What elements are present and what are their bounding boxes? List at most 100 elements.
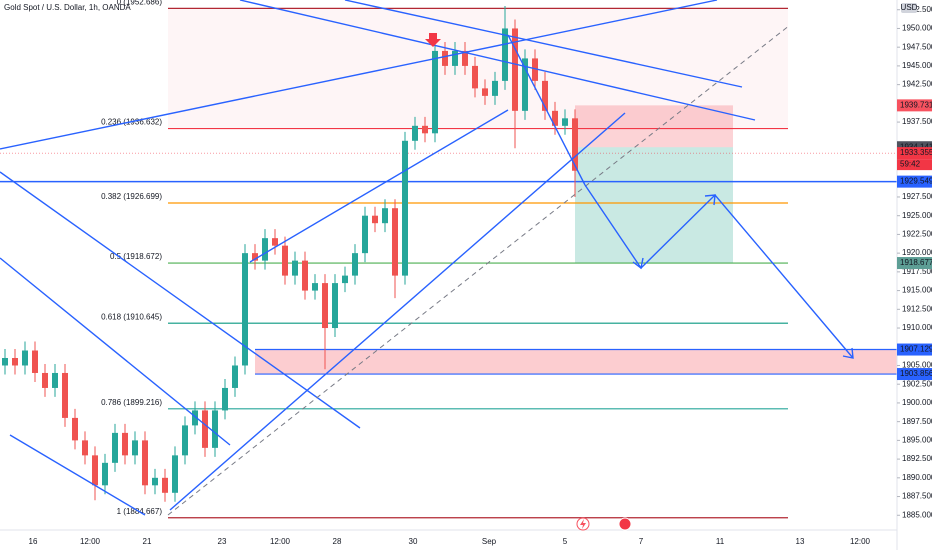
arrow-head [632, 257, 644, 270]
candle-body [322, 283, 328, 329]
candle-body [482, 88, 488, 96]
candle-body [222, 387, 228, 411]
y-tick-label: 1902.500 [902, 379, 932, 388]
x-tick-label: 28 [333, 537, 342, 546]
y-tick-label: 1920.000 [902, 248, 932, 257]
candle-body [52, 372, 58, 388]
x-tick-label: 30 [409, 537, 418, 546]
zones [0, 105, 897, 375]
currency: USD [901, 3, 918, 12]
countdown: 59:42 [900, 160, 921, 169]
candle-body [382, 208, 388, 224]
fib-label: 0.618 (1910.645) [101, 312, 162, 321]
support-zone [255, 349, 897, 375]
candle-body [412, 125, 418, 141]
x-tick-label: 7 [639, 537, 644, 546]
x-tick-label: 21 [143, 537, 152, 546]
candle-body [82, 440, 88, 456]
candle-body [372, 215, 378, 224]
candle-body [352, 253, 358, 276]
candle-body [202, 410, 208, 448]
candle-body [572, 118, 578, 171]
x-tick-label: 12:00 [270, 537, 291, 546]
candle-body [172, 455, 178, 493]
candle-body [12, 357, 18, 366]
candle-body [272, 238, 278, 246]
target-zone [575, 147, 733, 264]
price-marker [897, 99, 932, 112]
candle-body [92, 455, 98, 486]
price-marker [897, 368, 932, 381]
candle-body [512, 28, 518, 111]
countdown-box [897, 159, 932, 171]
fib-label: 0.5 (1918.672) [110, 252, 162, 261]
y-tick-label: 1950.000 [902, 24, 932, 33]
trend-line [344, 0, 743, 88]
candle-body [452, 50, 458, 66]
candle-body [332, 283, 338, 329]
y-tick-label: 1910.000 [902, 323, 932, 332]
y-tick-label: 1937.500 [902, 117, 932, 126]
trend-line [9, 434, 146, 516]
x-tick-label: 23 [218, 537, 227, 546]
y-tick-label: 1945.000 [902, 61, 932, 70]
candle-body [242, 253, 248, 366]
candle-body [72, 417, 78, 441]
y-tick-label: 1912.500 [902, 304, 932, 313]
candle-body [112, 432, 118, 463]
y-tick-label: 1890.000 [902, 473, 932, 482]
arrow-head [704, 194, 716, 206]
chart-title: Gold Spot / U.S. Dollar, 1h, OANDA [4, 3, 131, 12]
y-tick-label: 1900.000 [902, 398, 932, 407]
y-tick-label: 1915.000 [902, 286, 932, 295]
price-marker [897, 147, 932, 160]
trend-line [507, 34, 586, 186]
y-tick-label: 1927.500 [902, 192, 932, 201]
y-tick-label: 1925.000 [902, 211, 932, 220]
candle-body [542, 80, 548, 111]
y-tick-label: 1942.500 [902, 80, 932, 89]
candle-body [502, 28, 508, 81]
candle-body [22, 350, 28, 366]
lightning [580, 519, 586, 529]
candle-body [562, 118, 568, 126]
x-tick-label: 11 [716, 537, 725, 546]
price-marker-label: 1929.549 [900, 177, 932, 186]
x-tick-label: 12:00 [850, 537, 871, 546]
currency-box [901, 3, 917, 13]
y-tick-label: 1887.500 [902, 492, 932, 501]
candle-body [122, 432, 128, 456]
candle-body [2, 357, 8, 366]
fib-label: 0.382 (1926.699) [101, 192, 162, 201]
price-marker-label: 1934.141 [900, 142, 932, 151]
candle-body [282, 245, 288, 276]
trend-line [0, 171, 361, 429]
y-tick-label: 1905.000 [902, 361, 932, 370]
price-marker-label: 1903.856 [900, 369, 932, 378]
candle-body [552, 110, 558, 126]
candle-body [42, 372, 48, 388]
flag-icon[interactable] [618, 517, 632, 531]
candle-body [102, 462, 108, 486]
price-marker-label: 1939.731 [900, 100, 932, 109]
y-tick-label: 1895.000 [902, 435, 932, 444]
dashed-line [167, 24, 791, 516]
x-tick-label: Sep [482, 537, 497, 546]
y-tick-label: 1892.500 [902, 454, 932, 463]
x-tick-label: 12:00 [80, 537, 101, 546]
candle-body [312, 283, 318, 291]
candle-body [192, 410, 198, 426]
candle-body [472, 65, 478, 89]
candle-body [392, 208, 398, 276]
trend-line [169, 112, 626, 511]
candle-body [132, 440, 138, 456]
trend-line [0, 0, 718, 150]
x-tick-label: 13 [796, 537, 805, 546]
candle-body [402, 140, 408, 276]
candle-body [492, 80, 498, 96]
candle-body [462, 50, 468, 66]
candle-body [182, 425, 188, 456]
